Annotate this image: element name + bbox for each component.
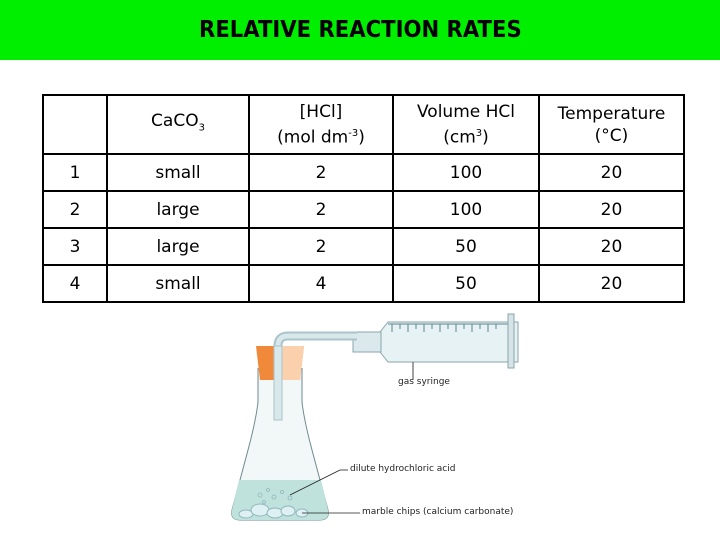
table-header-row: CaCO3 [HCl] (mol dm-3) Volume HCl (cm3) … — [42, 94, 685, 155]
cell-temperature: 20 — [538, 264, 685, 303]
table-row: 2 large 2 100 20 — [42, 190, 685, 229]
marble-chips-label: marble chips (calcium carbonate) — [362, 507, 514, 517]
cell-temperature: 20 — [538, 227, 685, 266]
cell-volume: 50 — [392, 227, 540, 266]
apparatus-illustration — [231, 313, 519, 521]
gas-syringe-icon — [352, 313, 519, 380]
table-row: 4 small 4 50 20 — [42, 264, 685, 303]
cell-hcl: 2 — [248, 153, 394, 192]
apparatus-diagram: gas syringe dilute hydrochloric acid mar… — [230, 310, 530, 535]
cell-caco3: small — [106, 153, 250, 192]
cell-experiment: 3 — [42, 227, 108, 266]
header-caco3: CaCO3 — [106, 94, 250, 155]
reaction-table: CaCO3 [HCl] (mol dm-3) Volume HCl (cm3) … — [42, 94, 685, 303]
table-row: 1 small 2 100 20 — [42, 153, 685, 192]
conical-flask-icon — [231, 368, 329, 521]
header-temperature: Temperature (°C) — [538, 94, 685, 155]
cell-caco3: large — [106, 227, 250, 266]
header-hcl-concentration: [HCl] (mol dm-3) — [248, 94, 394, 155]
title-bar: RELATIVE REACTION RATES — [0, 0, 720, 60]
cell-hcl: 2 — [248, 227, 394, 266]
cell-hcl: 4 — [248, 264, 394, 303]
cell-experiment: 4 — [42, 264, 108, 303]
cell-volume: 50 — [392, 264, 540, 303]
header-blank — [42, 94, 108, 155]
cell-caco3: large — [106, 190, 250, 229]
cell-hcl: 2 — [248, 190, 394, 229]
page-title: RELATIVE REACTION RATES — [198, 17, 522, 43]
cell-experiment: 2 — [42, 190, 108, 229]
cell-experiment: 1 — [42, 153, 108, 192]
cell-volume: 100 — [392, 190, 540, 229]
header-volume-hcl: Volume HCl (cm3) — [392, 94, 540, 155]
cell-temperature: 20 — [538, 190, 685, 229]
cell-temperature: 20 — [538, 153, 685, 192]
gas-syringe-label: gas syringe — [398, 377, 450, 387]
dilute-acid-label: dilute hydrochloric acid — [350, 464, 456, 474]
cell-caco3: small — [106, 264, 250, 303]
cell-volume: 100 — [392, 153, 540, 192]
table-row: 3 large 2 50 20 — [42, 227, 685, 266]
